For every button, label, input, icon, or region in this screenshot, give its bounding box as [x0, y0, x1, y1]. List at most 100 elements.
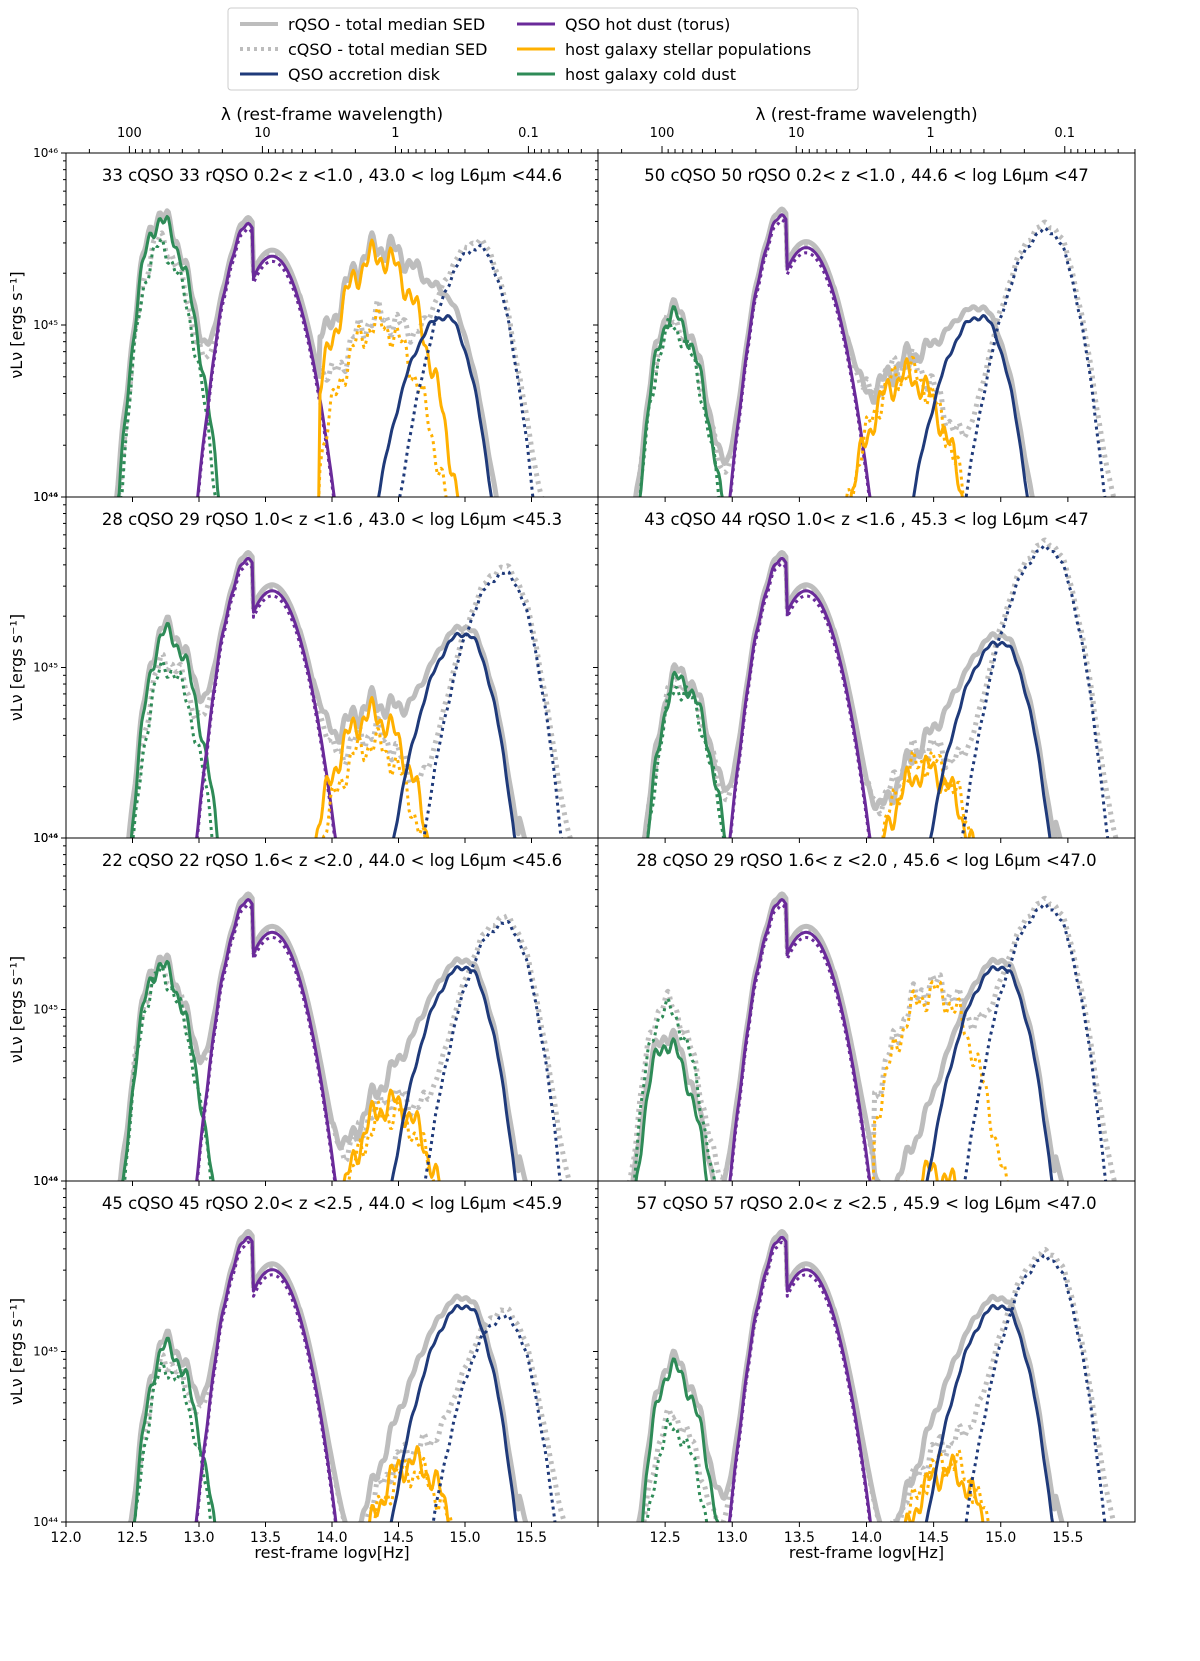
x-tick-label: 15.5: [1052, 1530, 1083, 1546]
panel-1: 33 cQSO 33 rQSO 0.2< z <1.0 , 43.0 < log…: [7, 105, 599, 504]
y-axis-label: νLν [ergs s⁻¹]: [7, 614, 26, 721]
rqso-total-line: [630, 891, 1065, 1181]
panel-title: 50 cQSO 50 rQSO 0.2< z <1.0 , 44.6 < log…: [644, 166, 1089, 185]
cqso-accretion-disk-line: [964, 226, 1107, 497]
legend-label: host galaxy stellar populations: [565, 40, 811, 59]
rqso-accretion-disk-line: [392, 631, 517, 838]
y-tick-label: 10⁴⁴: [33, 1174, 58, 1188]
panel-title: 28 cQSO 29 rQSO 1.0< z <1.6 , 43.0 < log…: [102, 510, 562, 529]
x-tick-label: 14.0: [851, 1530, 882, 1546]
y-tick-label: 10⁴⁴: [33, 831, 58, 845]
y-tick-label-top: 10⁴⁶: [33, 831, 58, 845]
y-tick-label-top: 10⁴⁶: [33, 146, 58, 160]
top-axis: 100 10 1 0.1 λ (rest-frame wavelength): [88, 105, 599, 153]
panel-6: 28 cQSO 29 rQSO 1.6< z <2.0 , 45.6 < log…: [593, 837, 1136, 1186]
top-axis-label: λ (rest-frame wavelength): [755, 105, 977, 125]
panel-curves: [641, 537, 1119, 838]
cqso-cold-dust-line: [632, 996, 716, 1181]
cqso-cold-dust-line: [645, 1417, 709, 1522]
panel-3: 28 cQSO 29 rQSO 1.0< z <1.6 , 43.0 < log…: [7, 490, 599, 845]
panel-curves: [636, 1229, 1117, 1522]
top-tick-label: 10: [788, 126, 805, 141]
y-tick-label: 10⁴⁴: [33, 490, 58, 504]
legend-label: QSO hot dust (torus): [565, 15, 730, 34]
x-tick-label: 14.5: [918, 1530, 949, 1546]
panel-5: 22 cQSO 22 rQSO 1.6< z <2.0 , 44.0 < log…: [7, 831, 599, 1188]
cqso-total-line: [115, 220, 545, 497]
top-tick-label: 10: [254, 126, 271, 141]
x-tick-label: 14.0: [316, 1530, 347, 1546]
rqso-hot-dust-line: [196, 221, 336, 497]
rqso-hot-dust-line: [195, 898, 337, 1181]
y-axis-label: νLν [ergs s⁻¹]: [7, 1298, 26, 1405]
x-tick-label: 15.0: [449, 1530, 480, 1546]
rqso-cold-dust-line: [116, 215, 220, 497]
rqso-hot-dust-line: [728, 213, 872, 497]
cqso-hot-dust-line: [728, 218, 871, 497]
cqso-hot-dust-line: [195, 903, 337, 1181]
panel-curves: [126, 550, 573, 838]
top-tick-label: 1: [926, 126, 934, 141]
x-tick-label: 12.5: [117, 1530, 148, 1546]
y-axis-label: νLν [ergs s⁻¹]: [7, 271, 26, 378]
rqso-hot-dust-line: [194, 1235, 338, 1522]
rqso-total-line: [114, 208, 499, 497]
x-tick-label: 15.5: [516, 1530, 547, 1546]
rqso-total-line: [117, 891, 528, 1181]
cqso-accretion-disk-line: [423, 920, 562, 1181]
rqso-cold-dust-line: [641, 1357, 720, 1522]
panel-7: 45 cQSO 45 rQSO 2.0< z <2.5 , 44.0 < log…: [7, 1174, 599, 1562]
panel-2: 50 cQSO 50 rQSO 0.2< z <1.0 , 44.6 < log…: [593, 105, 1136, 502]
rqso-total-line: [632, 206, 1035, 497]
panel-title: 43 cQSO 44 rQSO 1.0< z <1.6 , 45.3 < log…: [644, 510, 1089, 529]
cqso-cold-dust-line: [123, 965, 213, 1181]
legend-label: host galaxy cold dust: [565, 65, 736, 84]
top-tick-label: 1: [391, 126, 399, 141]
x-axis-label: rest-frame logν[Hz]: [789, 1543, 944, 1562]
cqso-cold-dust-line: [120, 237, 218, 497]
x-tick-label: 12.5: [650, 1530, 681, 1546]
rqso-total-line: [641, 550, 1063, 838]
y-tick-label: 10⁴⁵: [33, 661, 58, 675]
legend-entry-stellar: host galaxy stellar populations: [517, 40, 811, 59]
cqso-total-line: [642, 537, 1119, 838]
panel-title: 45 cQSO 45 rQSO 2.0< z <2.5 , 44.0 < log…: [102, 1194, 562, 1213]
rqso-total-line: [636, 1229, 1065, 1522]
y-tick-label-top: 10⁴⁶: [33, 490, 58, 504]
rqso-stellar-line: [317, 238, 460, 497]
cqso-accretion-disk-line: [422, 570, 563, 838]
cqso-hot-dust-line: [728, 561, 871, 838]
panel-frame: [65, 837, 599, 1182]
panel-title: 57 cQSO 57 rQSO 2.0< z <2.5 , 45.9 < log…: [636, 1194, 1096, 1213]
legend-entry-hotdust: QSO hot dust (torus): [517, 15, 730, 34]
panel-curves: [117, 891, 573, 1181]
y-tick-label: 10⁴⁴: [33, 1515, 58, 1529]
y-tick-label: 10⁴⁵: [33, 1345, 58, 1359]
rqso-hot-dust-line: [727, 1235, 872, 1522]
cqso-stellar-line: [321, 727, 427, 838]
x-tick-label: 14.5: [383, 1530, 414, 1546]
top-axis-label: λ (rest-frame wavelength): [221, 105, 443, 125]
cqso-cold-dust-line: [131, 659, 214, 838]
panel-title: 22 cQSO 22 rQSO 1.6< z <2.0 , 44.0 < log…: [102, 851, 562, 870]
rqso-cold-dust-line: [634, 1037, 709, 1181]
top-tick-label: 0.1: [1054, 126, 1075, 141]
rqso-accretion-disk-line: [925, 965, 1054, 1181]
cqso-total-line: [641, 1234, 1117, 1522]
x-tick-label: 12.0: [50, 1530, 81, 1546]
y-tick-label: 10⁴⁵: [33, 1003, 58, 1017]
rqso-accretion-disk-line: [389, 1303, 518, 1522]
cqso-total-line: [128, 555, 573, 838]
rqso-cold-dust-line: [129, 622, 219, 838]
x-tick-label: 13.5: [784, 1530, 815, 1546]
x-tick-label: 13.5: [250, 1530, 281, 1546]
legend-entry-colddust: host galaxy cold dust: [517, 65, 736, 84]
panel-title: 28 cQSO 29 rQSO 1.6< z <2.0 , 45.6 < log…: [636, 851, 1096, 870]
rqso-cold-dust-line: [132, 1336, 217, 1522]
cqso-total-line: [627, 895, 1118, 1181]
panel-8: 57 cQSO 57 rQSO 2.0< z <2.5 , 45.9 < log…: [593, 1180, 1136, 1562]
x-tick-label: 13.0: [183, 1530, 214, 1546]
rqso-stellar-line: [849, 357, 965, 497]
x-tick-label: 13.0: [717, 1530, 748, 1546]
